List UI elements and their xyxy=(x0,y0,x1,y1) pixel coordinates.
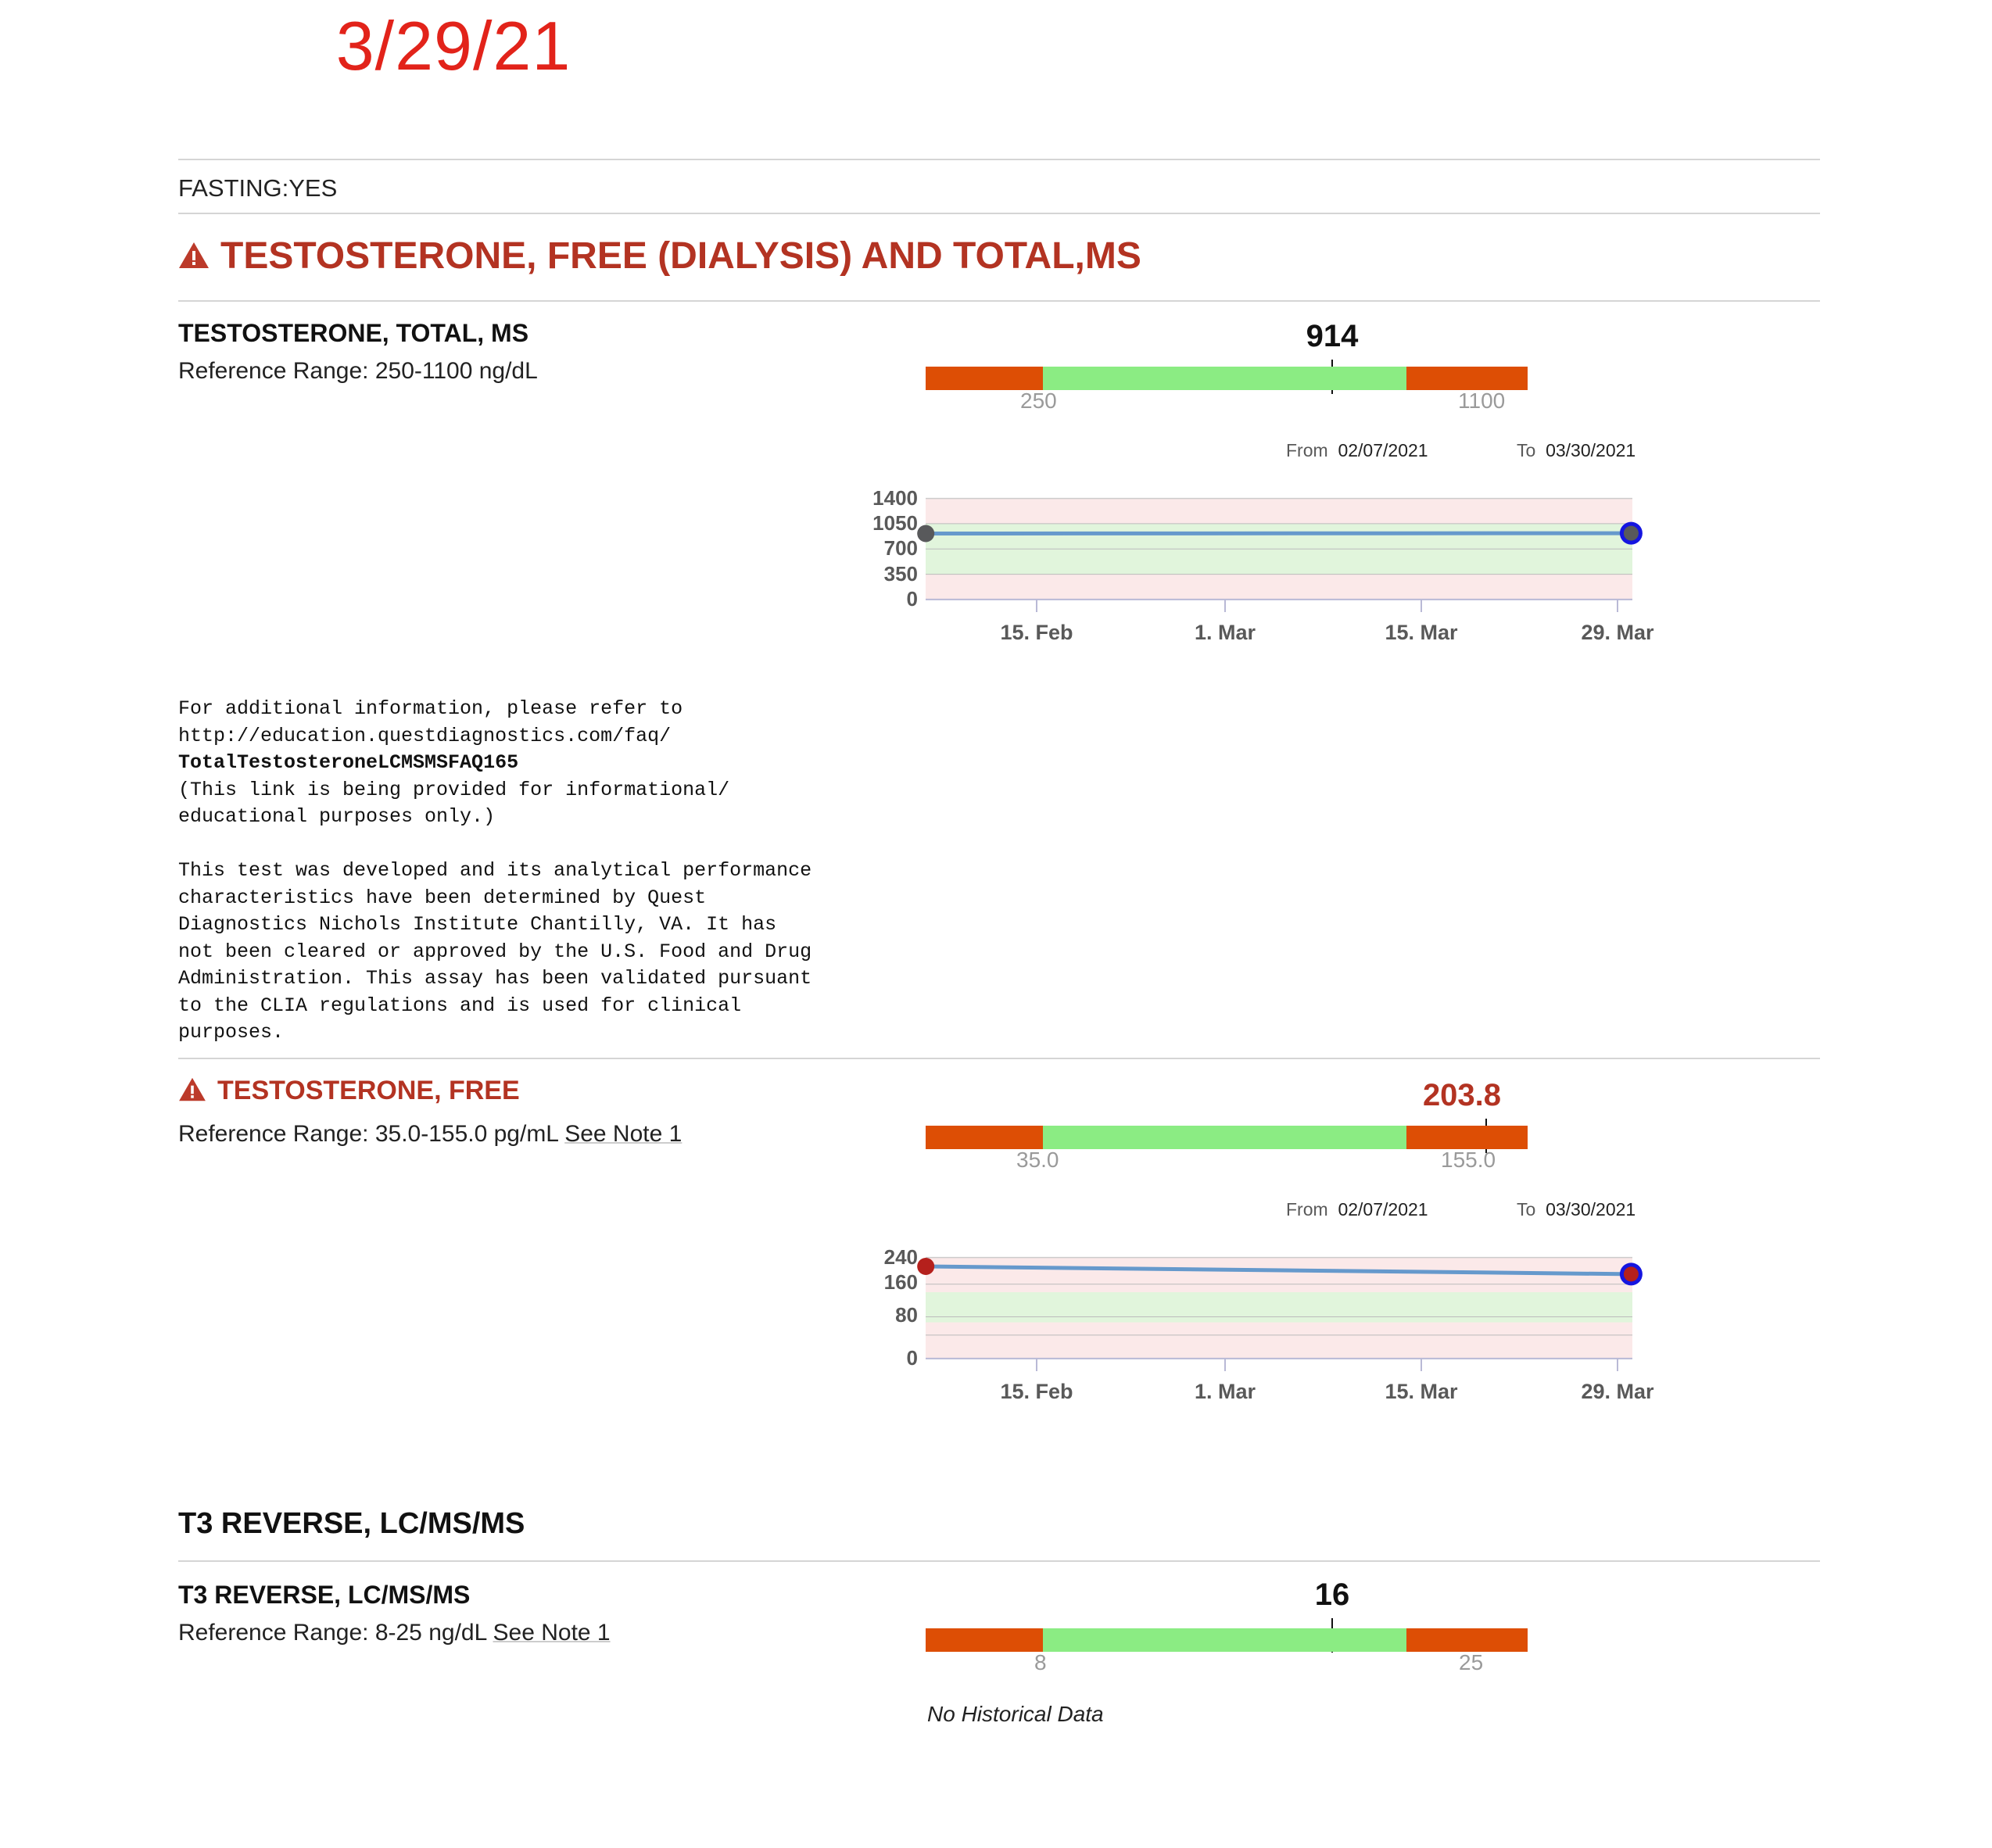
svg-text:29. Mar: 29. Mar xyxy=(1581,621,1654,644)
svg-text:15. Feb: 15. Feb xyxy=(1000,1380,1073,1403)
svg-text:1050: 1050 xyxy=(872,511,918,535)
svg-text:15. Feb: 15. Feb xyxy=(1000,621,1073,644)
svg-text:80: 80 xyxy=(895,1303,918,1327)
svg-text:0: 0 xyxy=(907,1346,918,1370)
svg-text:1. Mar: 1. Mar xyxy=(1195,1380,1256,1403)
svg-text:15. Mar: 15. Mar xyxy=(1385,1380,1458,1403)
svg-text:15. Mar: 15. Mar xyxy=(1385,621,1458,644)
svg-text:1. Mar: 1. Mar xyxy=(1195,621,1256,644)
svg-text:700: 700 xyxy=(884,536,918,560)
svg-text:29. Mar: 29. Mar xyxy=(1581,1380,1654,1403)
svg-text:1400: 1400 xyxy=(872,486,918,510)
svg-text:240: 240 xyxy=(884,1245,918,1269)
svg-text:0: 0 xyxy=(907,587,918,611)
svg-text:160: 160 xyxy=(884,1270,918,1294)
svg-text:350: 350 xyxy=(884,562,918,586)
